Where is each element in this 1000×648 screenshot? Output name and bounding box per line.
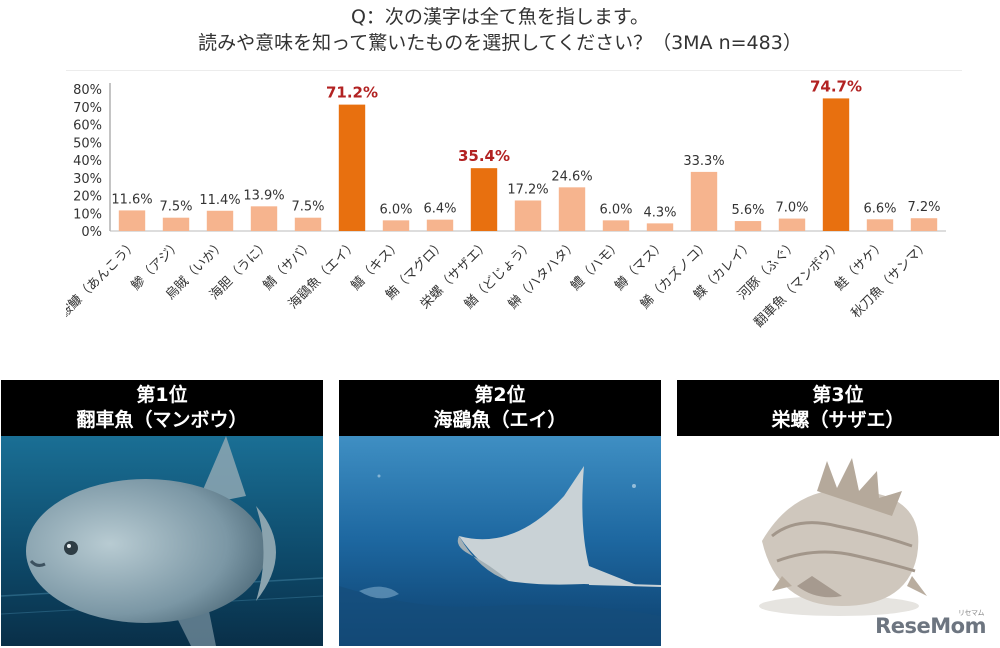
bar	[382, 220, 410, 231]
y-tick-label: 80%	[73, 83, 102, 98]
rank-card-2: 第2位 海鷂魚（エイ）	[339, 380, 661, 646]
bar-value-label: 17.2%	[507, 182, 548, 197]
bar-value-label: 11.4%	[199, 193, 240, 208]
bar	[514, 200, 542, 231]
y-tick-label: 40%	[73, 154, 102, 169]
bar	[866, 219, 894, 231]
bar-value-label: 71.2%	[326, 84, 378, 102]
bar-value-label: 74.7%	[810, 77, 862, 95]
rank-header-1: 第1位 翻車魚（マンボウ）	[1, 380, 323, 436]
turban-shell-photo	[677, 436, 999, 646]
y-tick-label: 60%	[73, 119, 102, 134]
bar	[294, 217, 322, 231]
sunfish-photo	[1, 436, 323, 646]
rank-label-1: 第1位	[136, 384, 188, 406]
resemom-logo: ReseMom リセマム	[875, 609, 986, 638]
bar-value-label: 7.5%	[159, 200, 192, 215]
question-line-2: 読みや意味を知って驚いたものを選択してください？（3MA n=483）	[198, 32, 802, 54]
y-tick-label: 20%	[73, 190, 102, 205]
bar-value-label: 6.6%	[863, 201, 896, 216]
rank-label-3: 第3位	[812, 384, 864, 406]
bar	[822, 98, 850, 231]
bar-chart-frame: 0% 10% 20% 30% 40% 50% 60% 70% 80% 11.6% 鮟鱇（あんこう） 7…	[66, 70, 962, 361]
bar-value-label: 6.0%	[379, 202, 412, 217]
bar	[734, 221, 762, 231]
bar-chart: 0% 10% 20% 30% 40% 50% 60% 70% 80% 11.6% 鮟鱇（あんこう） 7…	[66, 77, 946, 331]
bar	[338, 104, 366, 231]
bar	[206, 210, 234, 231]
y-tick-label: 30%	[73, 172, 102, 187]
rank-label-2: 第2位	[474, 384, 526, 406]
bar-value-label: 7.5%	[291, 200, 324, 215]
bar-value-label: 6.4%	[423, 202, 456, 217]
bar	[910, 218, 938, 231]
y-tick-label: 10%	[73, 207, 102, 222]
bar-value-label: 33.3%	[683, 154, 724, 169]
bar	[646, 223, 674, 231]
bar	[778, 218, 806, 231]
rank-card-3: 第3位 栄螺（サザエ）	[677, 380, 999, 646]
logo-text: ReseMom	[875, 614, 986, 638]
bar-value-label: 7.2%	[907, 200, 940, 215]
bar-value-label: 35.4%	[458, 147, 510, 165]
bar-value-label: 6.0%	[599, 202, 632, 217]
bar	[558, 187, 586, 231]
x-category-label: 翻車魚（マンボウ）	[751, 237, 844, 330]
manta-ray-photo	[339, 436, 661, 646]
bar	[250, 206, 278, 231]
logo-small-text: リセマム	[958, 609, 985, 617]
rank-card-1: 第1位 翻車魚（マンボウ）	[1, 380, 323, 646]
bar	[162, 217, 190, 231]
bar-value-label: 7.0%	[775, 201, 808, 216]
rank-name-2: 海鷂魚（エイ）	[433, 409, 567, 431]
bar-value-label: 4.3%	[643, 205, 676, 220]
y-tick-label: 70%	[73, 101, 102, 116]
bar-value-label: 13.9%	[243, 188, 284, 203]
bar	[602, 220, 630, 231]
bar-value-label: 24.6%	[551, 169, 592, 184]
y-tick-label: 0%	[81, 225, 102, 240]
x-category-label: 秋刀魚（サンマ）	[849, 237, 933, 321]
rank-header-2: 第2位 海鷂魚（エイ）	[339, 380, 661, 436]
rank-name-3: 栄螺（サザエ）	[771, 409, 905, 431]
question-line-1: Q：次の漢字は全て魚を指します。	[350, 6, 650, 28]
bar	[690, 171, 718, 231]
bar-value-label: 5.6%	[731, 203, 764, 218]
bar	[470, 168, 498, 231]
x-category-label: 鮟鱇（あんこう）	[66, 237, 141, 321]
y-tick-label: 50%	[73, 136, 102, 151]
rank-header-3: 第3位 栄螺（サザエ）	[677, 380, 999, 436]
bar	[118, 210, 146, 231]
bar-value-label: 11.6%	[111, 192, 152, 207]
rank-name-1: 翻車魚（マンボウ）	[76, 409, 248, 431]
question-text: Q：次の漢字は全て魚を指します。 読みや意味を知って驚いたものを選択してください…	[0, 4, 1000, 56]
bar	[426, 219, 454, 231]
